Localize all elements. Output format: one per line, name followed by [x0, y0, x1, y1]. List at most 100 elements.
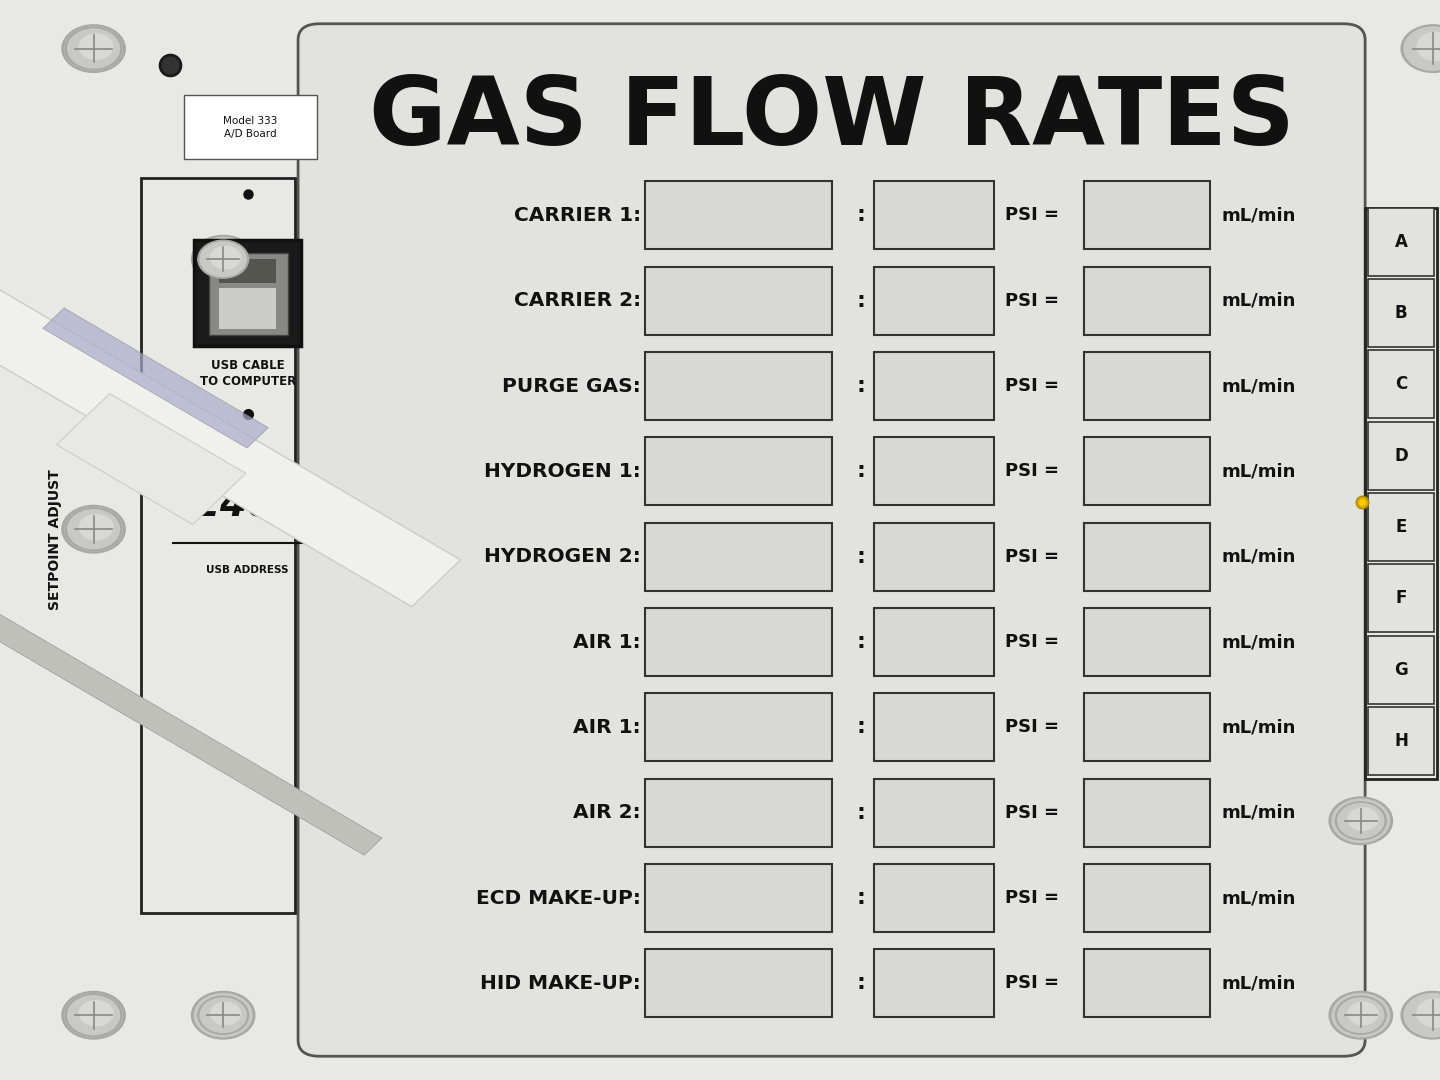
Text: Model 333
A/D Board: Model 333 A/D Board — [223, 116, 278, 139]
Text: C: C — [1395, 376, 1407, 393]
Text: mL/min: mL/min — [1221, 206, 1296, 225]
Circle shape — [1417, 999, 1440, 1027]
Bar — [1368, 492, 1434, 561]
Text: PSI =: PSI = — [1005, 462, 1058, 481]
Bar — [1084, 949, 1210, 1017]
Bar — [1084, 181, 1210, 249]
FancyBboxPatch shape — [184, 95, 317, 159]
Text: :: : — [857, 291, 865, 311]
Text: PSI =: PSI = — [1005, 974, 1058, 993]
Circle shape — [68, 996, 120, 1035]
Text: :: : — [857, 802, 865, 823]
Text: :: : — [857, 973, 865, 994]
Bar — [1084, 352, 1210, 420]
Polygon shape — [0, 214, 461, 607]
Circle shape — [65, 994, 122, 1037]
Circle shape — [1348, 808, 1378, 831]
Circle shape — [210, 1002, 240, 1025]
Text: USB CABLE
TO COMPUTER: USB CABLE TO COMPUTER — [200, 359, 295, 388]
Circle shape — [1401, 991, 1440, 1039]
Circle shape — [1338, 998, 1384, 1032]
Circle shape — [1335, 801, 1387, 840]
Bar — [874, 608, 994, 676]
Bar — [874, 949, 994, 1017]
Circle shape — [1417, 32, 1440, 60]
Bar — [645, 437, 832, 505]
Circle shape — [1329, 797, 1392, 845]
Circle shape — [65, 508, 122, 551]
Circle shape — [1404, 27, 1440, 70]
Text: A: A — [1395, 233, 1407, 251]
FancyBboxPatch shape — [209, 253, 288, 335]
Bar — [1368, 564, 1434, 632]
Bar — [645, 779, 832, 847]
Text: :: : — [857, 632, 865, 652]
Circle shape — [68, 510, 120, 549]
Bar — [645, 352, 832, 420]
Text: mL/min: mL/min — [1221, 633, 1296, 651]
Text: mL/min: mL/min — [1221, 462, 1296, 481]
Text: PSI =: PSI = — [1005, 292, 1058, 310]
Polygon shape — [43, 308, 268, 448]
Circle shape — [62, 25, 125, 72]
Bar — [1368, 279, 1434, 347]
Circle shape — [65, 994, 122, 1037]
Text: AIR 1:: AIR 1: — [573, 718, 641, 737]
Circle shape — [1404, 994, 1440, 1037]
Bar — [1368, 635, 1434, 704]
Circle shape — [200, 242, 246, 276]
Polygon shape — [56, 393, 246, 525]
Bar — [1084, 523, 1210, 591]
Bar — [645, 693, 832, 761]
Bar — [874, 693, 994, 761]
Text: mL/min: mL/min — [1221, 889, 1296, 907]
Bar — [874, 181, 994, 249]
Text: PSI =: PSI = — [1005, 548, 1058, 566]
Circle shape — [1332, 994, 1390, 1037]
Circle shape — [1338, 804, 1384, 838]
Bar — [874, 437, 994, 505]
FancyBboxPatch shape — [194, 240, 301, 346]
Bar — [874, 352, 994, 420]
Circle shape — [62, 991, 125, 1039]
Text: D: D — [1394, 447, 1408, 464]
Text: GAS FLOW RATES: GAS FLOW RATES — [370, 72, 1295, 165]
Bar — [645, 864, 832, 932]
Text: PSI =: PSI = — [1005, 206, 1058, 225]
Polygon shape — [0, 505, 382, 855]
Text: mL/min: mL/min — [1221, 292, 1296, 310]
Text: PSI =: PSI = — [1005, 377, 1058, 395]
Circle shape — [65, 27, 122, 70]
Bar — [645, 267, 832, 335]
Text: PSI =: PSI = — [1005, 889, 1058, 907]
Text: CARRIER 2:: CARRIER 2: — [514, 292, 641, 310]
Bar — [874, 267, 994, 335]
Text: ECD MAKE-UP:: ECD MAKE-UP: — [477, 889, 641, 907]
Text: mL/min: mL/min — [1221, 548, 1296, 566]
Circle shape — [79, 1000, 112, 1026]
Circle shape — [78, 999, 115, 1027]
Bar — [1084, 267, 1210, 335]
Circle shape — [192, 991, 255, 1039]
Circle shape — [192, 235, 255, 283]
Bar — [1368, 207, 1434, 275]
Text: :: : — [857, 461, 865, 482]
FancyBboxPatch shape — [219, 259, 276, 283]
Bar — [1084, 864, 1210, 932]
Text: PSI =: PSI = — [1005, 633, 1058, 651]
Circle shape — [200, 998, 246, 1032]
Text: SETPOINT ADJUST: SETPOINT ADJUST — [48, 470, 62, 610]
Bar — [874, 779, 994, 847]
Bar — [874, 864, 994, 932]
Text: F: F — [1395, 590, 1407, 607]
Bar — [645, 523, 832, 591]
Text: AIR 1:: AIR 1: — [573, 633, 641, 651]
Circle shape — [1332, 799, 1390, 842]
Text: :: : — [857, 546, 865, 567]
Text: :: : — [857, 717, 865, 738]
Circle shape — [79, 515, 112, 540]
Text: PURGE GAS:: PURGE GAS: — [503, 377, 641, 395]
Text: G: G — [1394, 661, 1408, 678]
Text: HYDROGEN 1:: HYDROGEN 1: — [484, 462, 641, 481]
Text: HID MAKE-UP:: HID MAKE-UP: — [480, 974, 641, 993]
